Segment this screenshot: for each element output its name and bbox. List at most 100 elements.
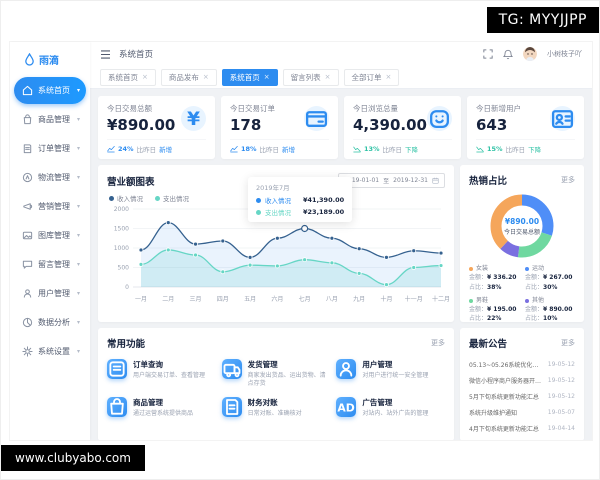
- gallery-icon: [22, 230, 33, 241]
- tab-全部订单[interactable]: 全部订单 ×: [343, 68, 400, 86]
- announcement-row[interactable]: 系统升级维护通知 19-05-07: [469, 404, 575, 420]
- sidebar-item-商品管理[interactable]: 商品管理 ▾: [14, 106, 86, 133]
- announcement-row[interactable]: 4月下旬系统更新功能汇总 19-04-14: [469, 420, 575, 436]
- donut-legend-item-其他: 其他 金额：¥ 890.00 占比：10%: [525, 296, 575, 322]
- stat-card-trend: 13% 比昨日 下降: [352, 139, 452, 154]
- announcement-date: 19-05-12: [547, 360, 575, 368]
- sidebar-item-营销管理[interactable]: 营销管理 ▾: [14, 193, 86, 220]
- features-more-link[interactable]: 更多: [431, 339, 445, 347]
- legend-dot: [109, 195, 114, 201]
- feature-订单查询[interactable]: 订单查询 用户端交易订单、查看管理: [107, 359, 216, 388]
- slice-name: 运动: [525, 264, 575, 273]
- chevron-down-icon: ▾: [76, 87, 80, 94]
- stat-card-text: 今日交易订单 178: [230, 103, 275, 134]
- stat-card-trend: 15% 比昨日 下降: [476, 139, 575, 154]
- stat-card-text: 今日交易总额 ¥890.00: [107, 103, 175, 134]
- feature-发货管理[interactable]: 发货管理 商家发出货品、运出货物、清点存货: [221, 359, 331, 388]
- amount-label: 金额：: [525, 274, 544, 282]
- close-icon[interactable]: ×: [263, 73, 270, 81]
- slice-label: 其他: [532, 296, 545, 304]
- close-icon[interactable]: ×: [324, 73, 331, 81]
- tab-label: 系统首页: [229, 72, 260, 82]
- announcement-row[interactable]: 05.13~05.26系统优化说明 19-05-12: [469, 356, 575, 372]
- svg-text:九月: 九月: [353, 295, 365, 303]
- sidebar-item-系统设置[interactable]: 系统设置 ▾: [14, 338, 86, 365]
- settings-icon: [22, 346, 33, 357]
- goods-icon: [22, 114, 33, 125]
- sidebar: 雨滴 系统首页 ▾ 商品管理 ▾ 订单管理 ▾ 物流管理 ▾ 营销管理 ▾ 图库管理 ▾ 留言管理 ▾ 用户…: [10, 42, 90, 440]
- slice-percent: 占比：38%: [469, 283, 519, 292]
- tab-商品发布[interactable]: 商品发布 ×: [160, 68, 217, 86]
- feature-商品管理[interactable]: 商品管理 通过运营系统提供商品: [107, 397, 216, 418]
- sidebar-item-用户管理[interactable]: 用户管理 ▾: [14, 280, 86, 307]
- sidebar-item-label: 图库管理: [38, 231, 70, 240]
- close-icon[interactable]: ×: [385, 73, 392, 81]
- stat-card-trend: 24% 比昨日 新增: [107, 139, 206, 154]
- legend-dot: [155, 195, 160, 201]
- close-icon[interactable]: ×: [202, 73, 209, 81]
- trend-word: 新增: [282, 146, 296, 154]
- date-range-picker[interactable]: 2019-01-01 至 2019-12-31: [338, 173, 445, 188]
- stat-cards-row: 今日交易总额 ¥890.00 ¥24% 比昨日 新增 今日交易订单 178 18% 比昨日 新增今…: [98, 96, 584, 159]
- slice-amount: 金额：¥ 195.00: [469, 305, 519, 314]
- sidebar-item-label: 留言管理: [38, 260, 70, 269]
- stat-card-text: 今日浏览总量 4,390.00: [353, 103, 427, 134]
- announcements-more-link[interactable]: 更多: [561, 339, 575, 347]
- svg-text:¥: ¥: [187, 109, 200, 130]
- announcement-row[interactable]: 5月下旬系统更新功能汇总 19-05-12: [469, 388, 575, 404]
- trend-word: 下降: [528, 146, 542, 154]
- slice-percent: 占比：30%: [525, 283, 575, 292]
- sidebar-item-图库管理[interactable]: 图库管理 ▾: [14, 222, 86, 249]
- fullscreen-icon[interactable]: [483, 49, 493, 59]
- legend-item-支出情况[interactable]: 支出情况: [155, 193, 189, 203]
- legend-item-收入情况[interactable]: 收入情况: [109, 193, 143, 203]
- announcement-date: 19-05-12: [547, 392, 575, 400]
- user-avatar[interactable]: [523, 47, 537, 61]
- announcement-row[interactable]: 微信小程序商户服务器开通流程19-05-12: [469, 372, 575, 388]
- newuser-icon: [549, 106, 575, 131]
- menu-toggle-icon[interactable]: [100, 49, 111, 59]
- feature-desc: 用户端交易订单、查看管理: [133, 372, 206, 379]
- stat-card: 今日交易订单 178 18% 比昨日 新增: [220, 96, 338, 159]
- slice-name: 女装: [469, 264, 519, 273]
- feature-广告管理[interactable]: AD 广告管理 对站内、站外广告的管理: [336, 397, 445, 418]
- chart-panel-header: 营业额图表 2019-01-01 至 2019-12-31: [107, 173, 445, 188]
- tab-系统首页[interactable]: 系统首页 ×: [221, 68, 278, 86]
- views-icon: [427, 106, 452, 131]
- hot-panel-header: 热销占比 更多: [469, 173, 575, 187]
- tab-系统首页[interactable]: 系统首页 ×: [100, 68, 156, 86]
- trend-down-icon: [476, 145, 484, 153]
- sidebar-item-数据分析[interactable]: 数据分析 ▾: [14, 309, 86, 336]
- trend-down-icon: [353, 145, 361, 153]
- brand[interactable]: 雨滴: [10, 46, 90, 75]
- amount-value: ¥ 336.20: [487, 274, 517, 282]
- svg-text:八月: 八月: [326, 296, 338, 303]
- donut-legend-item-运动: 运动 金额：¥ 267.00 占比：30%: [525, 264, 575, 292]
- trend-word: 新增: [159, 146, 173, 154]
- chevron-down-icon: ▾: [76, 290, 80, 297]
- sidebar-item-系统首页[interactable]: 系统首页 ▾: [14, 77, 86, 104]
- line-chart[interactable]: 2000 1500 1000 500 0 一月 二月 三月 四月 五月 六月 七月 八月 九月 十月 十一月 十…: [107, 203, 449, 311]
- username[interactable]: 小树枝子吖: [547, 50, 582, 58]
- notification-bell-icon[interactable]: [503, 49, 513, 60]
- feature-desc: 通过运营系统提供商品: [133, 410, 194, 418]
- amount-value: ¥ 267.00: [543, 274, 573, 282]
- common-functions-panel: 常用功能 更多 订单查询 用户端交易订单、查看管理 发货管理 商家发出货品、运出货物、…: [98, 328, 454, 440]
- sidebar-item-物流管理[interactable]: 物流管理 ▾: [14, 164, 86, 191]
- feature-title: 财务对账: [247, 398, 278, 408]
- hot-more-link[interactable]: 更多: [561, 176, 575, 184]
- svg-text:500: 500: [118, 265, 130, 272]
- feature-用户管理[interactable]: 用户管理 对用户进行统一安全管理: [336, 359, 445, 388]
- svg-text:七月: 七月: [299, 295, 311, 303]
- feature-text: 发货管理 商家发出货品、运出货物、清点存货: [248, 359, 331, 388]
- sidebar-item-订单管理[interactable]: 订单管理 ▾: [14, 135, 86, 162]
- feature-财务对账[interactable]: 财务对账 日常对账、准确核对: [221, 397, 331, 418]
- feature-desc: 商家发出货品、运出货物、清点存货: [247, 372, 326, 388]
- tab-留言列表[interactable]: 留言列表 ×: [282, 68, 339, 86]
- close-icon[interactable]: ×: [142, 73, 148, 81]
- svg-text:0: 0: [125, 284, 129, 291]
- trend-percent: 18%: [240, 145, 257, 153]
- sidebar-item-留言管理[interactable]: 留言管理 ▾: [14, 251, 86, 278]
- donut-chart[interactable]: ¥890.00 今日交易总额: [487, 191, 557, 261]
- trend-percent: 15%: [487, 145, 503, 153]
